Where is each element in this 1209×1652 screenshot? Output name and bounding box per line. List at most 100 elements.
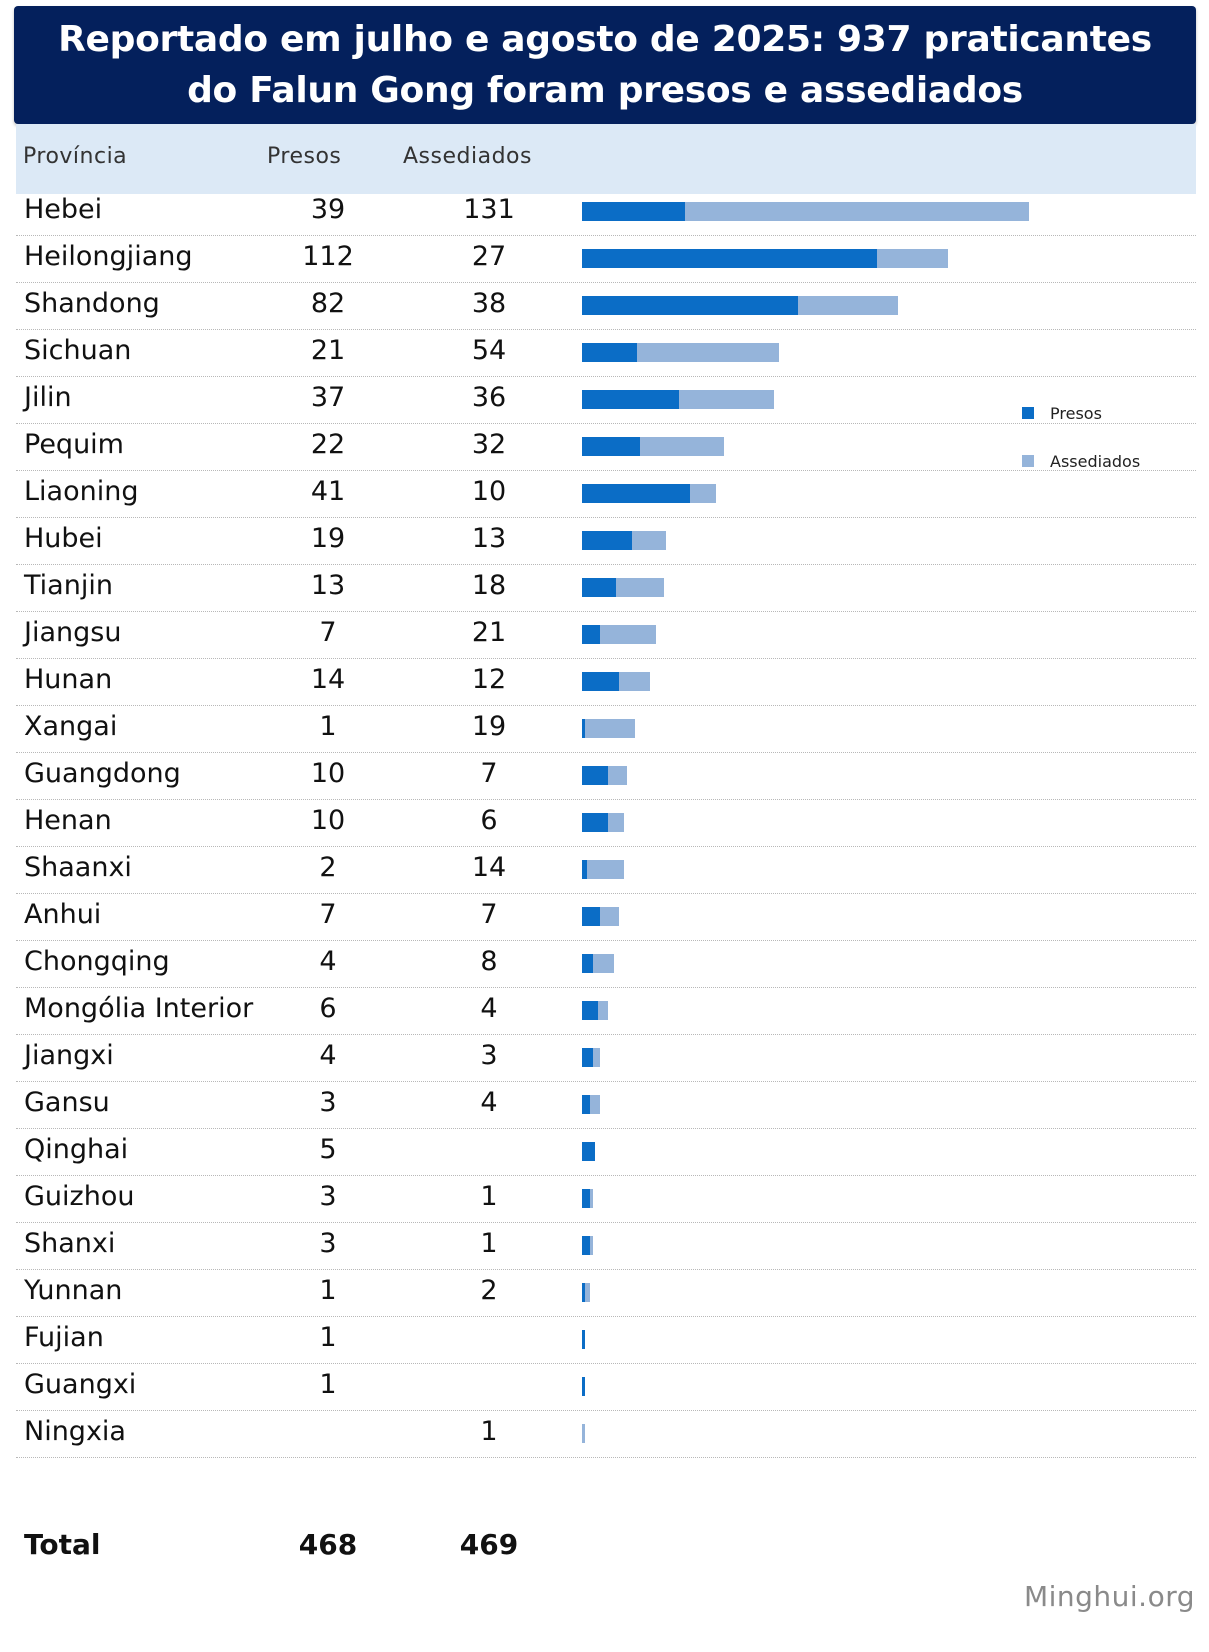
assediados-value: 18 <box>471 570 507 601</box>
presos-value: 39 <box>310 194 346 225</box>
bar-assediados-heilongjiang <box>876 249 948 268</box>
assediados-value: 36 <box>471 382 507 413</box>
presos-value: 4 <box>319 1040 337 1071</box>
header-provincia: Província <box>23 144 128 169</box>
bar-presos-shanxi <box>582 1236 590 1255</box>
legend-item-assediados: Assediados <box>1022 449 1140 473</box>
assediados-value: 7 <box>480 899 498 930</box>
assediados-value: 38 <box>471 288 507 319</box>
bar-presos-sichuan <box>582 343 638 362</box>
presos-value: 112 <box>302 241 354 272</box>
assediados-value: 12 <box>471 664 507 695</box>
presos-value: 13 <box>310 570 346 601</box>
bar-assediados-henan <box>608 813 625 832</box>
assediados-value: 32 <box>471 429 507 460</box>
bar-presos-shandong <box>582 296 798 315</box>
bar-presos-chongqing <box>582 954 593 973</box>
table-row-hunan: Hunan 14 12 <box>16 656 1196 706</box>
presos-value: 1 <box>319 1275 337 1306</box>
province-label: Hebei <box>24 194 103 225</box>
presos-value: 6 <box>319 993 337 1024</box>
assediados-value: 14 <box>471 852 507 883</box>
province-label: Hunan <box>24 664 113 695</box>
presos-value: 3 <box>319 1181 337 1212</box>
bar-presos-anhui <box>582 907 601 926</box>
table-row-shanxi: Shanxi 3 1 <box>16 1220 1196 1270</box>
bar-presos-hunan <box>582 672 619 691</box>
table-row-xangai: Xangai 1 19 <box>16 703 1196 753</box>
header-presos: Presos <box>267 144 342 169</box>
bar-presos-qinghai <box>582 1142 596 1161</box>
bar-presos-guangxi <box>582 1377 585 1396</box>
table-row-qinghai: Qinghai 5 <box>16 1126 1196 1176</box>
province-label: Yunnan <box>24 1275 123 1306</box>
assediados-value: 2 <box>480 1275 498 1306</box>
table-row-chongqing: Chongqing 4 8 <box>16 938 1196 988</box>
bar-assediados-liaoning <box>689 484 717 503</box>
province-label: Guangdong <box>24 758 181 789</box>
header-assediados: Assediados <box>403 144 532 169</box>
bar-presos-fujian <box>582 1330 585 1349</box>
province-label: Fujian <box>24 1322 104 1353</box>
assediados-value: 1 <box>480 1181 498 1212</box>
assediados-value: 8 <box>480 946 498 977</box>
assediados-value: 131 <box>463 194 515 225</box>
province-label: Heilongjiang <box>24 241 193 272</box>
assediados-value: 7 <box>480 758 498 789</box>
bar-assediados-ningxia <box>582 1424 585 1443</box>
total-row: Total 468 469 <box>16 1520 1196 1570</box>
legend-item-presos: Presos <box>1022 401 1102 425</box>
table-row-fujian: Fujian 1 <box>16 1314 1196 1364</box>
bar-presos-jiangsu <box>582 625 601 644</box>
table-row-sichuan: Sichuan 21 54 <box>16 327 1196 377</box>
bar-assediados-guangdong <box>608 766 627 785</box>
legend-swatch-presos <box>1022 407 1034 419</box>
presos-value: 10 <box>310 758 346 789</box>
table-header: Província Presos Assediados <box>16 124 1196 194</box>
bar-presos-yunnan <box>582 1283 585 1302</box>
bar-presos-hubei <box>582 531 632 550</box>
assediados-value: 1 <box>480 1228 498 1259</box>
table-row-shaanxi: Shaanxi 2 14 <box>16 844 1196 894</box>
assediados-value: 19 <box>471 711 507 742</box>
legend-label-presos: Presos <box>1050 403 1102 423</box>
presos-value: 22 <box>310 429 346 460</box>
presos-value: 1 <box>319 1322 337 1353</box>
bar-presos-shaanxi <box>582 860 588 879</box>
bar-presos-pequim <box>582 437 640 456</box>
assediados-value: 1 <box>480 1416 498 1447</box>
bar-presos-guizhou <box>582 1189 590 1208</box>
table-row-gansu: Gansu 3 4 <box>16 1079 1196 1129</box>
table-row-jilin: Jilin 37 36 <box>16 374 1196 424</box>
province-label: Liaoning <box>24 476 139 507</box>
table-row-mongolia-interior: Mongólia Interior 6 4 <box>16 985 1196 1035</box>
bar-presos-hebei <box>582 202 685 221</box>
bar-assediados-shaanxi <box>587 860 625 879</box>
legend: Presos Assediados <box>1022 401 1162 491</box>
bar-assediados-shandong <box>797 296 898 315</box>
bar-presos-guangdong <box>582 766 609 785</box>
bar-assediados-anhui <box>600 907 619 926</box>
presos-value: 7 <box>319 899 337 930</box>
province-label: Sichuan <box>24 335 132 366</box>
province-label: Guizhou <box>24 1181 135 1212</box>
province-label: Xangai <box>24 711 118 742</box>
province-label: Chongqing <box>24 946 170 977</box>
watermark: Minghui.org <box>1023 1580 1195 1613</box>
bar-presos-jilin <box>582 390 680 409</box>
table-row-guizhou: Guizhou 3 1 <box>16 1173 1196 1223</box>
presos-value: 41 <box>310 476 346 507</box>
assediados-value: 6 <box>480 805 498 836</box>
bar-assediados-guizhou <box>589 1189 593 1208</box>
total-assediados: 469 <box>459 1528 519 1561</box>
province-label: Pequim <box>24 429 124 460</box>
bar-assediados-yunnan <box>584 1283 590 1302</box>
assediados-value: 54 <box>471 335 507 366</box>
presos-value: 1 <box>319 1369 337 1400</box>
assediados-value: 10 <box>471 476 507 507</box>
total-presos: 468 <box>298 1528 358 1561</box>
title-banner: Reportado em julho e agosto de 2025: 937… <box>14 6 1196 124</box>
bar-presos-henan <box>582 813 609 832</box>
bar-assediados-jiangxi <box>592 1048 601 1067</box>
